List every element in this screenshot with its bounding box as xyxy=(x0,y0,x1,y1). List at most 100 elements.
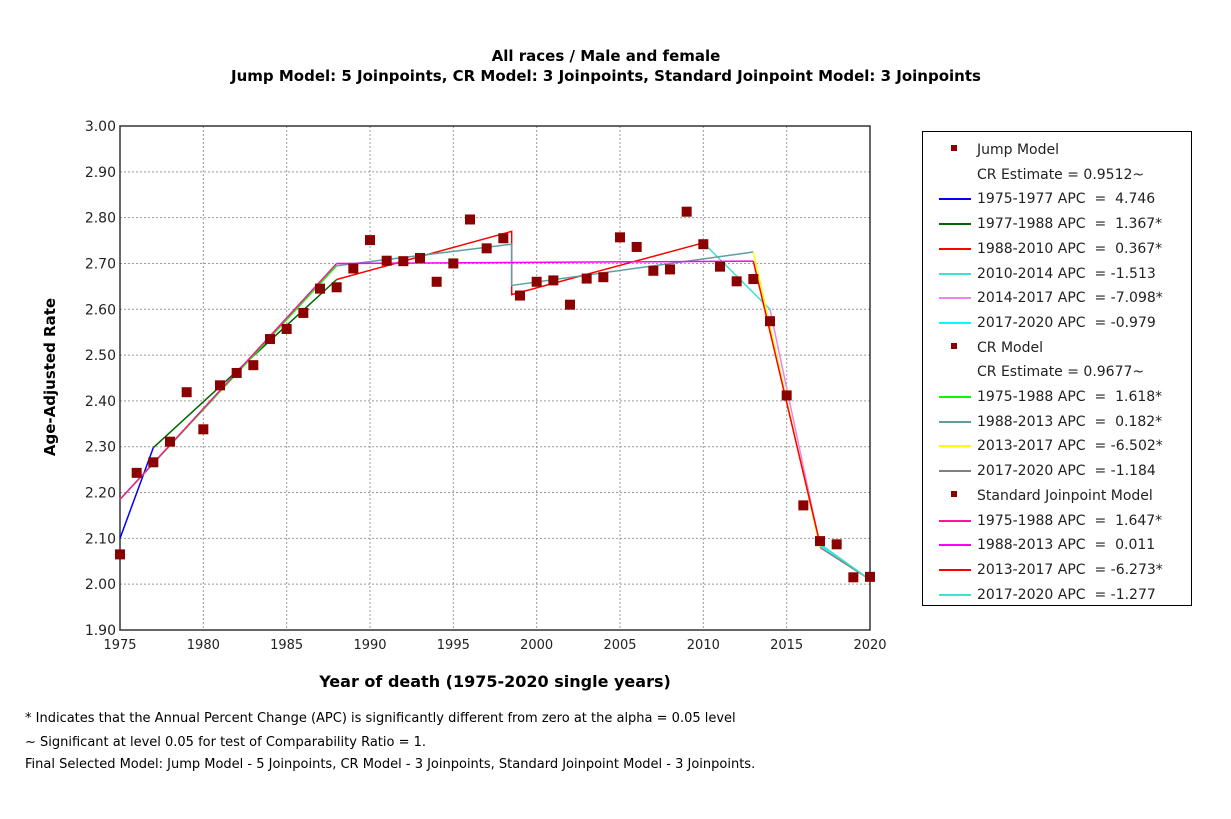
legend-item: 1988-2010 APC = 0.367* xyxy=(923,238,1193,260)
legend-label: 1988-2013 APC = 0.011 xyxy=(977,537,1156,554)
legend-label: 1988-2010 APC = 0.367* xyxy=(977,240,1163,257)
data-point xyxy=(765,316,775,327)
data-point xyxy=(598,272,609,283)
data-point xyxy=(331,282,342,293)
legend-cr-estimate: CR Estimate = 0.9677~ xyxy=(977,364,1145,381)
marker-icon xyxy=(951,342,957,349)
legend-item: 1975-1988 APC = 1.618* xyxy=(923,386,1193,408)
legend-item: 2010-2014 APC = -1.513 xyxy=(923,263,1193,285)
data-point xyxy=(131,467,142,478)
legend-cr-estimate: CR Estimate = 0.9512~ xyxy=(977,166,1145,183)
chart-subtitle: Jump Model: 5 Joinpoints, CR Model: 3 Jo… xyxy=(231,67,981,85)
x-tick-label: 1995 xyxy=(437,638,470,653)
legend-label: 1975-1988 APC = 1.618* xyxy=(977,389,1163,405)
marker-icon xyxy=(951,145,957,151)
legend-item: 1988-2013 APC = 0.182* xyxy=(923,411,1193,433)
data-point xyxy=(548,275,559,286)
data-point xyxy=(365,235,375,246)
data-point xyxy=(631,241,642,252)
data-point xyxy=(848,572,859,583)
legend-label: 2017-2020 APC = -0.979 xyxy=(977,314,1156,331)
data-point xyxy=(215,380,225,391)
x-tick-label: 1975 xyxy=(103,638,136,653)
data-point xyxy=(348,263,359,274)
plot-frame xyxy=(119,125,871,631)
x-tick-label: 2020 xyxy=(853,638,886,653)
legend: Jump Model CR Estimate = 0.9512~ 1975-1977… xyxy=(922,131,1192,606)
data-point xyxy=(831,539,842,550)
y-tick-label: 2.70 xyxy=(85,256,116,272)
data-point xyxy=(665,264,675,275)
data-point xyxy=(781,390,792,401)
legend-item: 1975-1988 APC = 1.647* xyxy=(923,510,1193,532)
legend-label: 1975-1977 APC = 4.746 xyxy=(977,191,1156,208)
line-swatch-icon xyxy=(939,568,971,571)
legend-item: 2013-2017 APC = -6.502* xyxy=(923,435,1193,457)
footnote-comparability: ~ Significant at level 0.05 for test of … xyxy=(25,735,427,750)
data-point xyxy=(448,258,459,269)
data-point xyxy=(581,273,592,284)
line-swatch-icon xyxy=(939,593,971,596)
x-tick-label: 2000 xyxy=(520,638,553,653)
y-tick-label: 2.80 xyxy=(85,211,116,227)
line-swatch-icon xyxy=(939,272,971,275)
data-point xyxy=(815,536,825,547)
data-point xyxy=(498,233,509,244)
data-point xyxy=(798,500,809,511)
legend-model-header: Jump Model xyxy=(923,139,1193,161)
legend-label: 2014-2017 APC = -7.098* xyxy=(977,290,1163,307)
legend-model-header: Standard Joinpoint Model xyxy=(923,485,1193,507)
line-swatch-icon xyxy=(939,544,971,547)
legend-item: 2017-2020 APC = -1.277 xyxy=(923,584,1193,606)
line-swatch-icon xyxy=(939,519,971,522)
data-point xyxy=(615,232,625,243)
marker-icon xyxy=(951,490,957,497)
legend-label: 2017-2020 APC = -1.277 xyxy=(977,586,1156,603)
data-point xyxy=(731,276,742,287)
data-point xyxy=(281,323,292,334)
y-tick-label: 2.50 xyxy=(85,348,116,364)
data-point xyxy=(515,290,525,301)
y-tick-label: 2.60 xyxy=(85,302,116,318)
line-swatch-icon xyxy=(939,396,971,398)
data-point xyxy=(565,299,575,310)
legend-item: 1977-1988 APC = 1.367* xyxy=(923,213,1193,235)
footnote-significance: * Indicates that the Annual Percent Chan… xyxy=(25,711,736,726)
legend-item: 2017-2020 APC = -0.979 xyxy=(923,312,1193,334)
y-tick-label: 2.30 xyxy=(85,440,116,456)
x-tick-label: 2015 xyxy=(770,638,803,653)
fit-line-2013-2017 xyxy=(752,260,821,545)
y-axis-label: Age-Adjusted Rate xyxy=(41,297,59,457)
y-tick-label: 2.00 xyxy=(85,577,116,593)
fit-line-2017-2020 xyxy=(819,543,871,581)
line-swatch-icon xyxy=(939,420,971,423)
x-tick-label: 2005 xyxy=(603,638,636,653)
legend-label: 1988-2013 APC = 0.182* xyxy=(977,413,1163,430)
line-swatch-icon xyxy=(939,470,971,473)
chart-title: All races / Male and female xyxy=(491,47,721,65)
data-point xyxy=(381,255,392,266)
data-point xyxy=(265,334,275,345)
y-tick-label: 2.20 xyxy=(85,486,116,502)
legend-item: 2014-2017 APC = -7.098* xyxy=(923,287,1193,309)
legend-label: 1977-1988 APC = 1.367* xyxy=(977,216,1163,233)
data-point xyxy=(531,276,542,287)
y-tick-label: 2.10 xyxy=(85,531,116,547)
x-tick-label: 1990 xyxy=(353,638,386,653)
footnote-final-model: Final Selected Model: Jump Model - 5 Joi… xyxy=(25,757,756,772)
legend-model-header: CR Model xyxy=(923,337,1193,359)
legend-model-name: CR Model xyxy=(977,339,1043,356)
data-point xyxy=(748,274,759,285)
legend-label: 1975-1988 APC = 1.647* xyxy=(977,512,1163,529)
line-swatch-icon xyxy=(939,198,971,201)
legend-cr-row: CR Estimate = 0.9512~ xyxy=(923,164,1193,186)
legend-label: 2017-2020 APC = -1.184 xyxy=(977,463,1156,480)
legend-item: 2017-2020 APC = -1.184 xyxy=(923,460,1193,482)
data-point xyxy=(398,256,409,267)
data-point xyxy=(431,276,442,287)
data-point xyxy=(865,571,875,582)
data-point xyxy=(248,360,259,371)
data-point xyxy=(465,214,475,225)
legend-label: 2010-2014 APC = -1.513 xyxy=(977,265,1156,282)
